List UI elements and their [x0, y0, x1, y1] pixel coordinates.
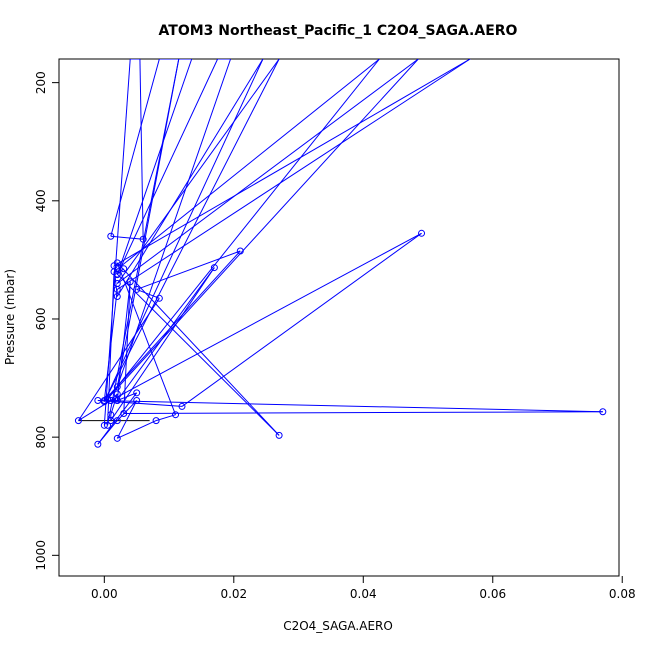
data-point	[275, 431, 283, 439]
series-segment	[110, 393, 118, 401]
series-segment	[116, 400, 138, 439]
series-segment	[103, 59, 264, 402]
series-segment	[113, 59, 380, 273]
series-segment	[116, 59, 219, 275]
data-point	[120, 410, 128, 418]
series-segment	[116, 59, 280, 284]
series-segment	[78, 400, 112, 422]
data-point	[113, 270, 121, 278]
series-segment	[116, 59, 264, 297]
data-point	[139, 235, 147, 243]
x-tick-label: 0.08	[609, 587, 636, 601]
data-point	[94, 440, 102, 448]
y-axis-label: Pressure (mbar)	[3, 269, 17, 365]
series-lines	[78, 59, 603, 445]
data-point	[94, 397, 102, 405]
series-segment	[116, 59, 419, 284]
data-point	[172, 411, 180, 419]
series-segment	[116, 400, 138, 421]
series-segment	[136, 250, 241, 290]
series-segment	[113, 59, 471, 267]
series-segment	[110, 59, 160, 237]
data-point	[236, 247, 244, 255]
data-point	[210, 264, 218, 272]
y-tick-label: 200	[34, 71, 48, 94]
series-segment	[110, 235, 144, 240]
data-point	[178, 402, 186, 410]
x-tick-label: 0.06	[479, 587, 506, 601]
y-tick-label: 600	[34, 308, 48, 331]
chart-title: ATOM3 Northeast_Pacific_1 C2O4_SAGA.AERO	[159, 23, 518, 39]
data-point	[155, 294, 163, 302]
data-point	[100, 421, 108, 429]
series-segment	[110, 232, 422, 401]
data-point	[133, 285, 141, 293]
data-point	[113, 397, 121, 405]
series-segment	[139, 59, 144, 240]
data-point	[74, 417, 82, 425]
series-segment	[123, 281, 131, 414]
series-segment	[116, 59, 193, 275]
y-axis: 200 400 600 800 1000	[34, 71, 59, 571]
data-point	[133, 389, 141, 397]
series-segment	[116, 273, 280, 436]
series-segment	[116, 267, 215, 401]
data-point	[120, 265, 128, 273]
x-axis-label: C2O4_SAGA.AERO	[283, 619, 393, 633]
series-segment	[103, 59, 280, 402]
series-segment	[97, 420, 118, 445]
series-segment	[116, 59, 471, 290]
x-tick-label: 0.02	[220, 587, 247, 601]
series-segment	[110, 267, 215, 421]
series-segment	[78, 298, 160, 421]
plot-frame	[58, 58, 620, 577]
series-segment	[97, 400, 183, 407]
x-tick-label: 0.04	[350, 587, 377, 601]
y-tick-label: 400	[34, 189, 48, 212]
series-segment	[116, 281, 131, 401]
data-point	[104, 421, 112, 429]
data-point	[113, 434, 121, 442]
data-point	[126, 278, 134, 286]
series-segment	[136, 288, 160, 299]
series-segment	[107, 59, 380, 400]
data-point	[113, 417, 121, 425]
data-point	[152, 417, 160, 425]
x-tick-label: 0.00	[91, 587, 118, 601]
series-segment	[116, 262, 176, 415]
data-point	[113, 383, 121, 391]
series-segment	[103, 289, 118, 401]
y-tick-label: 800	[34, 426, 48, 449]
data-point	[113, 285, 121, 293]
series-segment	[181, 232, 422, 407]
series-segment	[116, 268, 125, 275]
x-axis: 0.00 0.02 0.04 0.06 0.08	[91, 576, 636, 601]
series-points	[74, 229, 607, 448]
data-point	[599, 408, 607, 416]
series-segment	[116, 262, 280, 436]
data-point	[107, 232, 115, 240]
series-segment	[123, 411, 603, 415]
data-point	[418, 229, 426, 237]
data-point	[107, 411, 115, 419]
data-point	[113, 259, 121, 267]
series-segment	[117, 420, 157, 439]
y-tick-label: 1000	[34, 540, 48, 571]
data-point	[133, 397, 141, 405]
series-segment	[97, 400, 603, 413]
data-point	[113, 293, 121, 301]
